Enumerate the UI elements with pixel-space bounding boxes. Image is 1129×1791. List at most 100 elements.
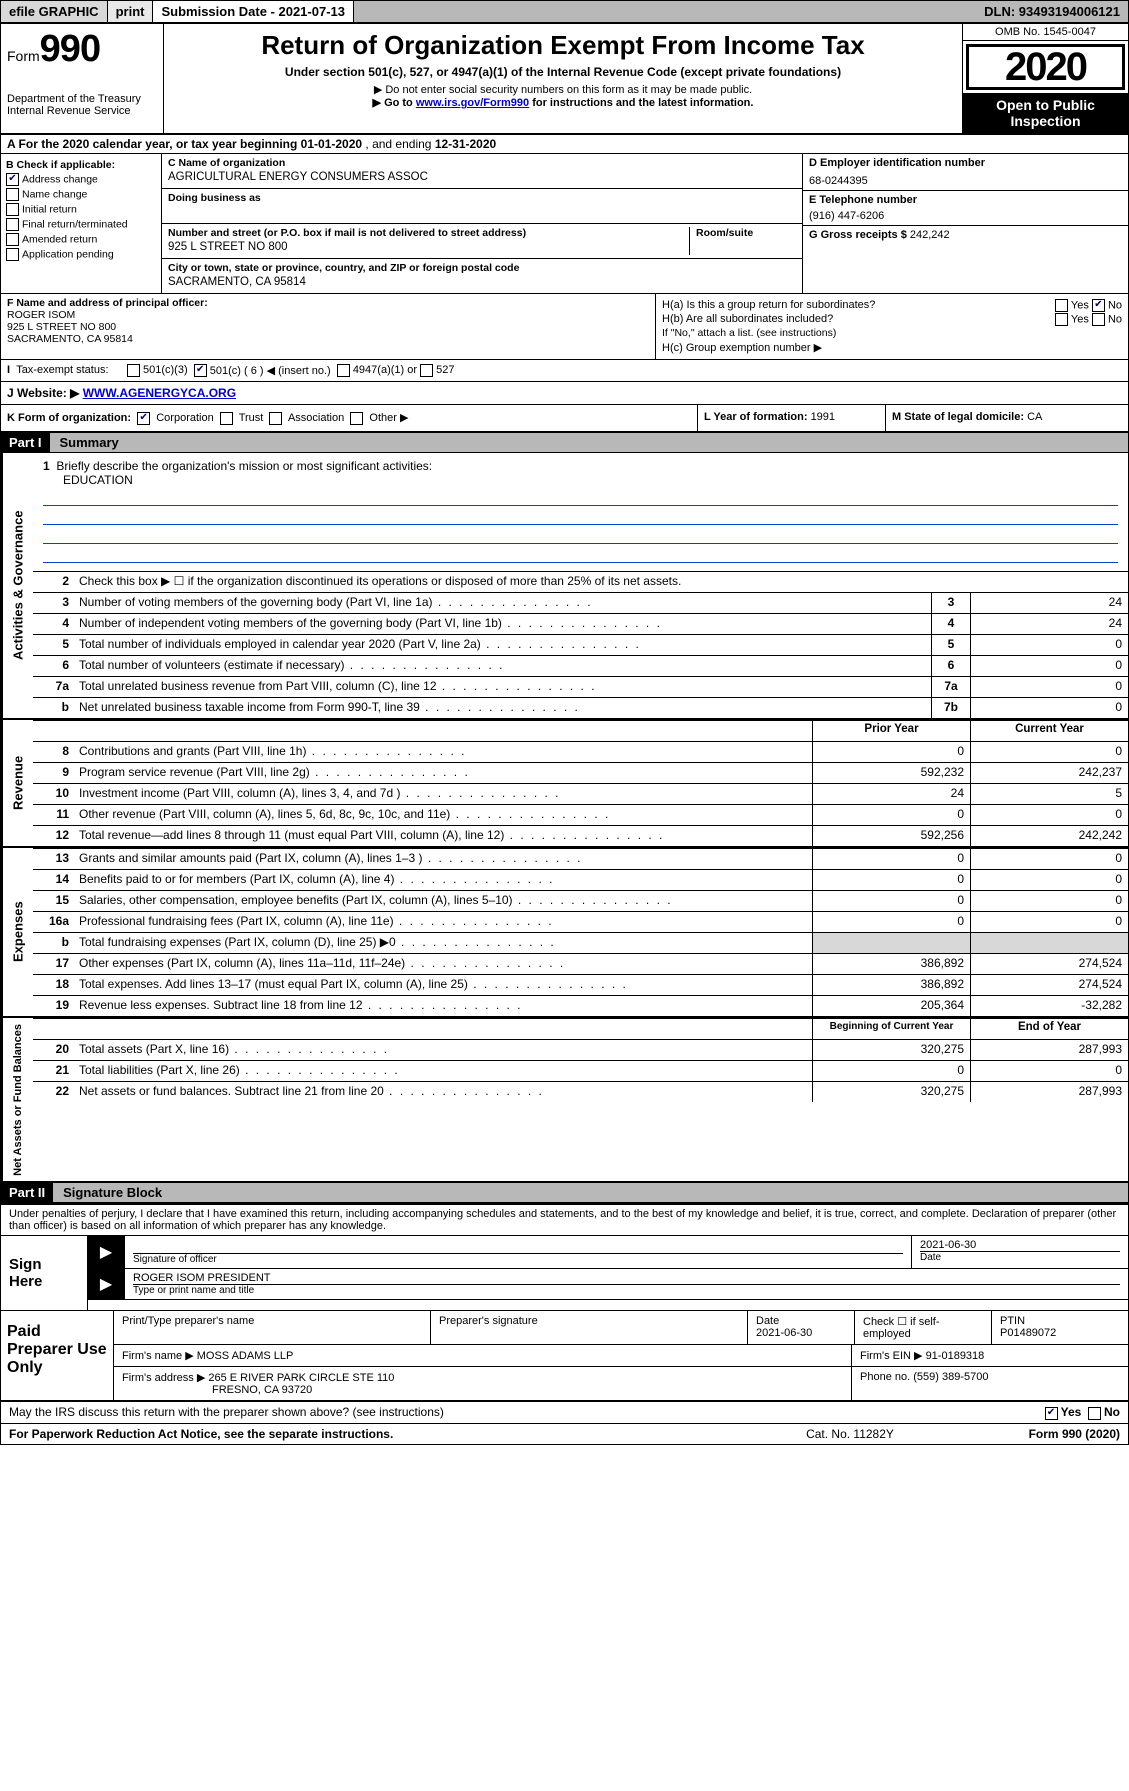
row-num: 13 (33, 849, 75, 869)
data-row: 19 Revenue less expenses. Subtract line … (33, 995, 1128, 1016)
checkbox-name[interactable] (6, 188, 19, 201)
col-b-checkboxes: B Check if applicable: ✔Address change N… (1, 154, 162, 293)
row-desc: Total unrelated business revenue from Pa… (75, 677, 931, 697)
501c-label: 501(c) ( 6 ) ◀ (insert no.) (210, 364, 331, 377)
row-num: 5 (33, 635, 75, 655)
omb-number: OMB No. 1545-0047 (963, 24, 1128, 41)
initial-label: Initial return (22, 203, 77, 215)
hb-label: H(b) Are all subordinates included? (662, 313, 833, 325)
m-value: CA (1027, 411, 1042, 423)
firm-addr-label: Firm's address ▶ (122, 1372, 208, 1384)
org-name: AGRICULTURAL ENERGY CONSUMERS ASSOC (168, 169, 796, 183)
hb-yes[interactable] (1055, 313, 1068, 326)
prior-value: 320,275 (812, 1082, 970, 1102)
prior-value: 592,256 (812, 826, 970, 846)
firm-city: FRESNO, CA 93720 (122, 1384, 312, 1396)
527-label: 527 (436, 364, 454, 377)
data-row: b Net unrelated business taxable income … (33, 697, 1128, 718)
l-label: L Year of formation: (704, 411, 811, 423)
prep-date-label: Date (756, 1315, 779, 1327)
ha-no[interactable]: ✔ (1092, 299, 1105, 312)
perjury-text: Under penalties of perjury, I declare th… (1, 1205, 1128, 1236)
current-value: 287,993 (970, 1082, 1128, 1102)
checkbox-initial[interactable] (6, 203, 19, 216)
row-desc: Grants and similar amounts paid (Part IX… (75, 849, 812, 869)
checkbox-amended[interactable] (6, 233, 19, 246)
mission-line (43, 489, 1118, 506)
prior-value (812, 933, 970, 953)
footer: For Paperwork Reduction Act Notice, see … (1, 1424, 1128, 1444)
checkbox-final[interactable] (6, 218, 19, 231)
l-value: 1991 (811, 411, 835, 423)
discuss-yes[interactable]: ✔ (1045, 1407, 1058, 1420)
arrow-icon: ▶ (88, 1236, 125, 1268)
ha-label: H(a) Is this a group return for subordin… (662, 299, 875, 311)
discuss-no-label: No (1104, 1405, 1120, 1419)
k-label: K Form of organization: (7, 412, 131, 424)
row-num: 16a (33, 912, 75, 932)
discuss-no[interactable] (1088, 1407, 1101, 1420)
sign-here-label: Sign Here (1, 1236, 88, 1310)
prior-value: 0 (812, 1061, 970, 1081)
mission-text: EDUCATION (43, 473, 133, 487)
data-row: 4 Number of independent voting members o… (33, 613, 1128, 634)
website-link[interactable]: WWW.AGENERGYCA.ORG (83, 386, 236, 400)
mission-line (43, 546, 1118, 563)
officer-name: ROGER ISOM (7, 309, 75, 321)
current-value: 0 (970, 1061, 1128, 1081)
irs-link[interactable]: www.irs.gov/Form990 (416, 97, 529, 109)
side-governance: Activities & Governance (1, 453, 33, 718)
data-row: 11 Other revenue (Part VIII, column (A),… (33, 804, 1128, 825)
cb-4947[interactable] (337, 364, 350, 377)
checkbox-pending[interactable] (6, 248, 19, 261)
prior-value: 0 (812, 912, 970, 932)
officer-addr2: SACRAMENTO, CA 95814 (7, 333, 133, 345)
row-value: 0 (970, 677, 1128, 697)
mission-line (43, 508, 1118, 525)
checkbox-address[interactable]: ✔ (6, 173, 19, 186)
prep-date: 2021-06-30 (756, 1327, 812, 1339)
paid-preparer-block: Paid Preparer Use Only Print/Type prepar… (1, 1310, 1128, 1402)
cb-trust[interactable] (220, 412, 233, 425)
firm-phone: (559) 389-5700 (913, 1371, 988, 1383)
governance-section: Activities & Governance 1 Briefly descri… (1, 453, 1128, 718)
tax-year: 2020 (966, 44, 1125, 90)
current-value: 0 (970, 912, 1128, 932)
cb-501c3[interactable] (127, 364, 140, 377)
ein-value: 68-0244395 (809, 175, 1122, 187)
year-prefix: A For the 2020 calendar year, or tax yea… (7, 137, 301, 151)
col-c-org: C Name of organization AGRICULTURAL ENER… (162, 154, 802, 293)
row-desc: Investment income (Part VIII, column (A)… (75, 784, 812, 804)
expenses-section: Expenses 13 Grants and similar amounts p… (1, 846, 1128, 1016)
firm-name: MOSS ADAMS LLP (197, 1350, 294, 1362)
prior-value: 205,364 (812, 996, 970, 1016)
name-change-label: Name change (22, 188, 87, 200)
data-row: b Total fundraising expenses (Part IX, c… (33, 932, 1128, 953)
side-revenue: Revenue (1, 720, 33, 846)
irs-label: Internal Revenue Service (7, 105, 157, 117)
row-desc: Total number of individuals employed in … (75, 635, 931, 655)
cb-corp[interactable]: ✔ (137, 412, 150, 425)
ein-label: D Employer identification number (809, 157, 985, 169)
row-num: 17 (33, 954, 75, 974)
print-button[interactable]: print (108, 1, 154, 22)
top-bar: efile GRAPHIC print Submission Date - 20… (1, 1, 1128, 24)
street-label: Number and street (or P.O. box if mail i… (168, 227, 689, 239)
hb-no[interactable] (1092, 313, 1105, 326)
current-value: 0 (970, 849, 1128, 869)
row-desc: Net unrelated business taxable income fr… (75, 698, 931, 718)
signature-block: Under penalties of perjury, I declare th… (1, 1203, 1128, 1310)
cb-501c[interactable]: ✔ (194, 364, 207, 377)
cb-527[interactable] (420, 364, 433, 377)
current-value: 274,524 (970, 954, 1128, 974)
officer-label: F Name and address of principal officer: (7, 297, 208, 309)
cb-assoc[interactable] (269, 412, 282, 425)
data-row: 6 Total number of volunteers (estimate i… (33, 655, 1128, 676)
col-begin-head: Beginning of Current Year (812, 1019, 970, 1039)
discuss-yes-label: Yes (1061, 1405, 1082, 1419)
cb-other[interactable] (350, 412, 363, 425)
row-num: 20 (33, 1040, 75, 1060)
no-label2: No (1108, 313, 1122, 325)
header-center: Return of Organization Exempt From Incom… (164, 24, 962, 133)
ha-yes[interactable] (1055, 299, 1068, 312)
